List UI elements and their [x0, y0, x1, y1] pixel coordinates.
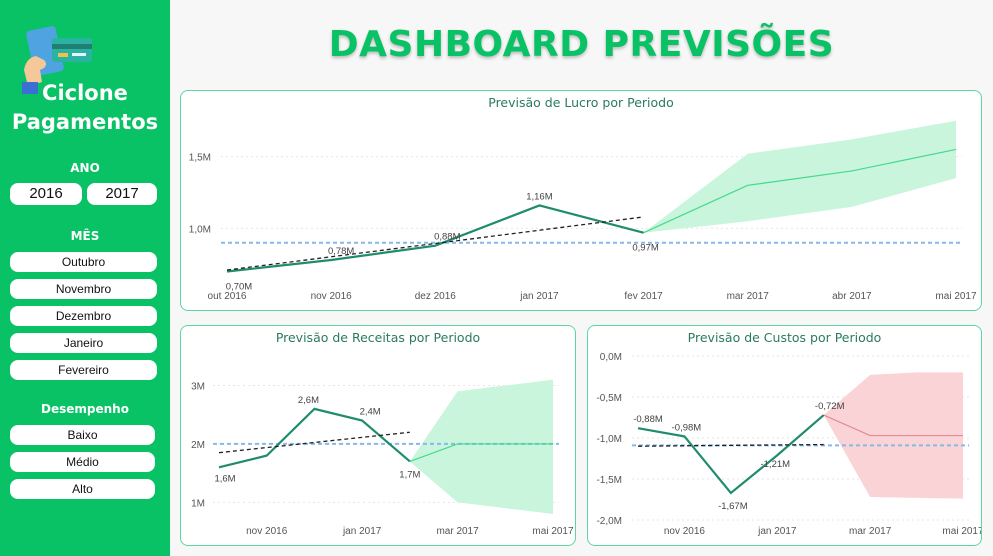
data-label: -0,72M: [815, 401, 845, 412]
performance-filter-label: Desempenho: [41, 402, 129, 416]
x-tick-label: mai 2017: [935, 291, 977, 302]
custos-chart-title: Previsão de Custos por Periodo: [687, 330, 882, 345]
month-dezembro-button[interactable]: Dezembro: [10, 306, 157, 326]
performance-baixo-button[interactable]: Baixo: [10, 425, 155, 445]
lucro-chart-card: Previsão de Lucro por Periodo 1,0M 1,5M ou…: [180, 90, 982, 311]
data-label: 0,88M: [434, 232, 460, 243]
y-tick-label: 3M: [191, 382, 205, 393]
x-tick-label: mar 2017: [436, 526, 479, 537]
trend-line: [637, 443, 824, 447]
x-tick-label: mar 2017: [727, 291, 770, 302]
data-label: 0,78M: [328, 246, 354, 257]
x-tick-label: nov 2016: [246, 526, 288, 537]
y-tick-label: 0,0M: [600, 352, 622, 363]
x-tick-label: jan 2017: [342, 526, 382, 537]
data-label: -1,67M: [718, 501, 748, 512]
forecast-confidence-band: [643, 120, 956, 233]
y-tick-label: -2,0M: [596, 516, 622, 527]
forecast-line: [643, 148, 957, 234]
lucro-chart-title: Previsão de Lucro por Periodo: [488, 95, 674, 110]
trend-line: [218, 431, 410, 454]
brand-name-line1: Ciclone: [42, 81, 128, 105]
year-2017-button[interactable]: 2017: [87, 183, 157, 205]
performance-medio-button[interactable]: Médio: [10, 452, 155, 472]
custos-chart-card: Previsão de Custos por Periodo -2,0M -1,5…: [587, 325, 982, 546]
month-janeiro-button[interactable]: Janeiro: [10, 333, 157, 353]
year-filter-label: ANO: [70, 161, 100, 175]
performance-alto-button[interactable]: Alto: [10, 479, 155, 499]
data-label: 1,7M: [399, 469, 420, 480]
page-title: DASHBOARD PREVISÕES: [328, 24, 835, 65]
brand-name-line2: Pagamentos: [11, 110, 159, 134]
forecast-line: [823, 414, 963, 437]
year-2016-button[interactable]: 2016: [10, 183, 82, 205]
receitas-chart-title: Previsão de Receitas por Periodo: [275, 330, 481, 345]
y-tick-label: 1,5M: [189, 153, 211, 164]
data-label: 0,97M: [632, 243, 658, 254]
x-tick-label: nov 2016: [311, 291, 353, 302]
forecast-confidence-band: [409, 379, 553, 514]
y-tick-label: 2M: [191, 440, 205, 451]
x-tick-label: abr 2017: [832, 291, 872, 302]
y-tick-label: -1,0M: [596, 434, 622, 445]
forecast-line: [409, 443, 553, 463]
x-tick-label: mai 2017: [532, 526, 574, 537]
x-tick-label: fev 2017: [624, 291, 663, 302]
data-label: -0,98M: [672, 422, 702, 433]
data-label: 1,16M: [526, 191, 552, 202]
data-label: 2,4M: [360, 407, 381, 418]
data-label: 0,70M: [226, 282, 252, 293]
month-fevereiro-button[interactable]: Fevereiro: [10, 360, 157, 380]
y-tick-label: 1M: [191, 498, 205, 509]
custos-chart: -2,0M -1,5M -1,0M -0,5M 0,0M nov 2016 jan 2017…: [596, 352, 981, 537]
x-tick-label: mar 2017: [849, 526, 892, 537]
sidebar: Ciclone Pagamentos ANO 2016 2017 MÊS Out…: [0, 0, 170, 556]
x-tick-label: dez 2016: [415, 291, 457, 302]
x-tick-label: out 2016: [208, 291, 247, 302]
x-tick-label: nov 2016: [664, 526, 706, 537]
month-novembro-button[interactable]: Novembro: [10, 279, 157, 299]
y-tick-label: 1,0M: [189, 224, 211, 235]
month-outubro-button[interactable]: Outubro: [10, 252, 157, 272]
actual-series-line: [637, 414, 825, 495]
data-label: 2,6M: [298, 395, 319, 406]
actual-series-line: [218, 407, 411, 469]
y-tick-label: -0,5M: [596, 393, 622, 404]
receitas-chart-card: Previsão de Receitas por Periodo 1M 2M 3M n…: [180, 325, 576, 546]
y-tick-label: -1,5M: [596, 475, 622, 486]
data-label: -0,88M: [633, 414, 663, 425]
x-tick-label: jan 2017: [519, 291, 559, 302]
data-label: -1,21M: [760, 459, 790, 470]
hand-payment-card-icon: [22, 26, 92, 94]
x-tick-label: mai 2017: [942, 526, 981, 537]
lucro-chart: 1,0M 1,5M out 2016 nov 2016 dez 2016 jan 2017…: [189, 120, 977, 302]
data-label: 1,6M: [214, 473, 235, 484]
receitas-chart: 1M 2M 3M nov 2016 jan 2017 mar 2017 mai 2017 1,…: [191, 379, 574, 537]
month-filter-label: MÊS: [70, 229, 100, 243]
x-tick-label: jan 2017: [757, 526, 797, 537]
actual-series-line: [226, 204, 644, 273]
